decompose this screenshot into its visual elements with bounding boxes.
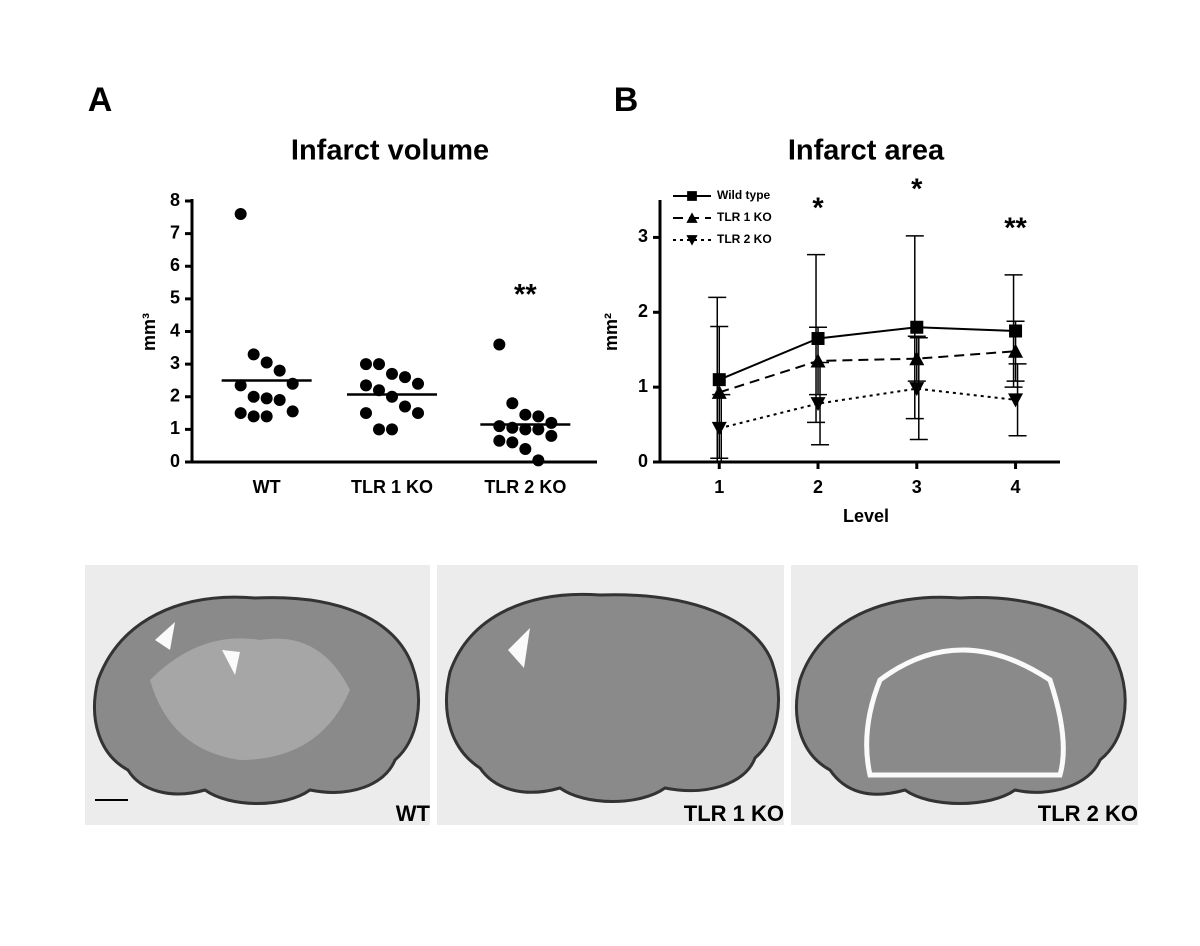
ventricle (508, 628, 530, 668)
dot (234, 407, 247, 420)
y-axis-label: mm² (601, 313, 621, 351)
y-tick-label: 5 (170, 288, 180, 308)
dot (493, 434, 506, 447)
y-tick-label: 4 (170, 320, 180, 340)
legend-marker (687, 191, 697, 201)
brain (795, 595, 1127, 805)
dot (532, 423, 545, 436)
x-tick-label: 3 (912, 477, 922, 497)
legend-label: Wild type (717, 188, 771, 202)
dot (273, 394, 286, 407)
y-axis-label: mm³ (139, 313, 159, 351)
y-tick-label: 2 (638, 301, 648, 321)
image-label: TLR 2 KO (1038, 801, 1138, 826)
dot (373, 423, 385, 436)
y-tick-label: 3 (170, 353, 180, 373)
image-label: TLR 1 KO (684, 801, 784, 826)
dot (360, 407, 372, 420)
x-axis-label: Level (843, 506, 889, 526)
brain (445, 592, 780, 803)
series-line (718, 326, 1016, 381)
chart-title: Infarct volume (291, 135, 489, 167)
x-tick-label: TLR 2 KO (484, 477, 566, 497)
image-label: WT (396, 801, 431, 826)
x-tick-label: TLR 1 KO (351, 477, 433, 497)
dot (519, 408, 532, 421)
point (1008, 393, 1024, 408)
legend-marker (686, 235, 698, 246)
y-tick-label: 1 (170, 418, 180, 438)
dot (545, 416, 558, 429)
point (711, 384, 727, 399)
annotation: * (911, 174, 923, 206)
x-tick-label: 4 (1011, 477, 1021, 497)
dot (399, 371, 411, 384)
point (711, 421, 727, 436)
point (909, 382, 925, 397)
dot (412, 407, 424, 420)
dot (260, 356, 273, 369)
y-tick-label: 1 (638, 376, 648, 396)
dot (273, 364, 286, 377)
dot (247, 348, 260, 361)
dot (234, 208, 247, 221)
dot (493, 420, 506, 433)
dot (260, 392, 273, 405)
panel-label: B (614, 81, 639, 119)
series-line (719, 387, 1016, 430)
chart-title: Infarct area (788, 135, 945, 167)
series-line (718, 350, 1016, 394)
legend-marker (686, 212, 698, 223)
dot (506, 436, 519, 449)
annotation: * (812, 192, 824, 224)
dot (519, 442, 532, 455)
ventricle (864, 647, 1066, 778)
dot (286, 405, 299, 418)
dot (493, 338, 506, 351)
dot (386, 367, 398, 380)
dot (373, 358, 385, 371)
dot (545, 429, 558, 442)
dot (247, 390, 260, 403)
dot (532, 454, 545, 467)
point (810, 397, 826, 412)
panel-label: A (88, 81, 113, 119)
dot (247, 410, 260, 423)
dot (386, 390, 398, 403)
dot (519, 423, 532, 436)
point (910, 320, 924, 334)
dot (260, 410, 273, 423)
dot (506, 397, 519, 410)
annotation: ** (514, 279, 537, 311)
lesion (150, 638, 350, 760)
y-tick-label: 3 (638, 226, 648, 246)
y-tick-label: 2 (170, 386, 180, 406)
dot (360, 379, 372, 392)
legend-label: TLR 1 KO (717, 210, 772, 224)
dot (412, 377, 424, 390)
dot (532, 410, 545, 423)
y-tick-label: 8 (170, 190, 180, 210)
y-tick-label: 6 (170, 255, 180, 275)
dot (360, 358, 372, 371)
point (909, 351, 925, 366)
brain-sections (85, 565, 1138, 825)
dot (234, 379, 247, 392)
x-tick-label: WT (253, 477, 281, 497)
annotation: ** (1004, 213, 1027, 245)
x-tick-label: 2 (813, 477, 823, 497)
legend-label: TLR 2 KO (717, 232, 772, 246)
dot (386, 423, 398, 436)
point (1008, 343, 1024, 358)
x-tick-label: 1 (714, 477, 724, 497)
y-tick-label: 0 (638, 451, 648, 471)
y-tick-label: 7 (170, 222, 180, 242)
dot (399, 400, 411, 413)
point (810, 353, 826, 368)
y-tick-label: 0 (170, 451, 180, 471)
